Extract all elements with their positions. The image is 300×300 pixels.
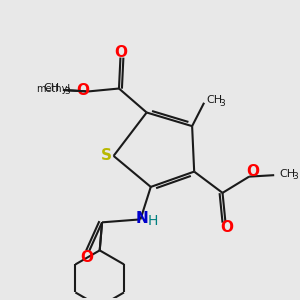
Text: H: H	[148, 214, 158, 228]
Text: 3: 3	[64, 87, 70, 96]
Text: S: S	[101, 148, 112, 163]
Text: O: O	[115, 45, 128, 60]
Text: 3: 3	[292, 172, 298, 181]
Text: CH: CH	[280, 169, 296, 179]
Text: O: O	[76, 83, 89, 98]
Text: O: O	[220, 220, 233, 235]
Text: CH: CH	[43, 83, 59, 93]
Text: methyl: methyl	[36, 84, 70, 94]
Text: O: O	[80, 250, 93, 265]
Text: N: N	[136, 211, 148, 226]
Text: O: O	[247, 164, 260, 179]
Text: CH: CH	[206, 95, 223, 105]
Text: 3: 3	[219, 99, 225, 108]
